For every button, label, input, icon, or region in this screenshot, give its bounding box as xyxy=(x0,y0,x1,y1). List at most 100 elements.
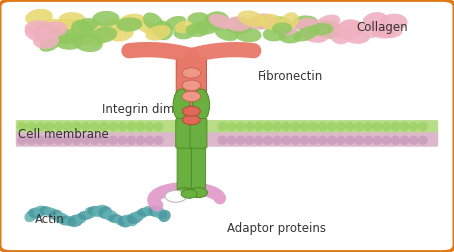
Ellipse shape xyxy=(40,21,67,38)
Ellipse shape xyxy=(108,214,122,223)
Ellipse shape xyxy=(33,33,59,49)
Ellipse shape xyxy=(89,28,110,47)
FancyBboxPatch shape xyxy=(176,58,207,106)
Ellipse shape xyxy=(54,136,64,145)
Ellipse shape xyxy=(377,24,402,38)
Ellipse shape xyxy=(236,136,246,145)
Ellipse shape xyxy=(336,136,346,145)
Ellipse shape xyxy=(145,122,154,131)
Ellipse shape xyxy=(292,15,319,30)
Ellipse shape xyxy=(225,16,252,32)
Ellipse shape xyxy=(263,26,287,41)
Ellipse shape xyxy=(400,122,410,131)
Ellipse shape xyxy=(354,136,364,145)
Circle shape xyxy=(183,106,200,116)
Ellipse shape xyxy=(35,136,45,145)
Ellipse shape xyxy=(186,23,209,37)
Ellipse shape xyxy=(57,29,78,45)
Ellipse shape xyxy=(245,136,255,145)
Ellipse shape xyxy=(133,210,147,219)
Ellipse shape xyxy=(116,17,143,32)
Circle shape xyxy=(165,191,187,202)
Ellipse shape xyxy=(173,25,196,39)
Ellipse shape xyxy=(25,20,52,36)
Ellipse shape xyxy=(314,20,342,39)
Ellipse shape xyxy=(109,25,134,42)
Ellipse shape xyxy=(84,207,96,218)
Ellipse shape xyxy=(336,20,365,39)
Ellipse shape xyxy=(291,122,300,131)
Ellipse shape xyxy=(164,16,186,31)
Ellipse shape xyxy=(236,122,246,131)
Ellipse shape xyxy=(101,19,123,35)
Ellipse shape xyxy=(364,22,384,38)
Ellipse shape xyxy=(44,122,54,131)
Ellipse shape xyxy=(78,211,93,220)
FancyBboxPatch shape xyxy=(177,145,191,189)
Ellipse shape xyxy=(108,122,118,131)
Ellipse shape xyxy=(309,23,333,36)
Ellipse shape xyxy=(152,207,167,219)
Ellipse shape xyxy=(318,136,327,145)
Ellipse shape xyxy=(74,214,86,223)
Ellipse shape xyxy=(187,12,210,26)
Ellipse shape xyxy=(301,24,330,43)
FancyBboxPatch shape xyxy=(176,119,192,148)
Ellipse shape xyxy=(281,122,291,131)
Ellipse shape xyxy=(381,136,391,145)
Ellipse shape xyxy=(72,33,103,52)
Ellipse shape xyxy=(63,122,73,131)
Ellipse shape xyxy=(87,206,104,216)
Text: Adaptor proteins: Adaptor proteins xyxy=(227,222,326,235)
Ellipse shape xyxy=(272,122,282,131)
Ellipse shape xyxy=(277,21,298,35)
Ellipse shape xyxy=(254,122,264,131)
Ellipse shape xyxy=(54,122,64,131)
Circle shape xyxy=(190,188,207,198)
Text: Collagen: Collagen xyxy=(356,21,408,34)
Ellipse shape xyxy=(143,206,157,216)
Ellipse shape xyxy=(238,10,266,27)
Ellipse shape xyxy=(25,9,53,26)
Circle shape xyxy=(182,80,201,90)
Ellipse shape xyxy=(294,26,319,42)
Ellipse shape xyxy=(363,122,373,131)
Ellipse shape xyxy=(145,136,154,145)
Ellipse shape xyxy=(127,136,136,145)
Ellipse shape xyxy=(25,210,38,222)
Ellipse shape xyxy=(215,27,238,41)
Ellipse shape xyxy=(158,210,171,222)
Ellipse shape xyxy=(309,136,318,145)
Ellipse shape xyxy=(137,208,153,217)
Ellipse shape xyxy=(134,18,161,35)
Ellipse shape xyxy=(234,27,262,42)
Ellipse shape xyxy=(279,29,302,43)
Ellipse shape xyxy=(56,18,84,38)
Ellipse shape xyxy=(148,205,161,217)
Ellipse shape xyxy=(209,14,233,29)
Ellipse shape xyxy=(272,22,292,35)
Ellipse shape xyxy=(25,26,48,42)
Ellipse shape xyxy=(363,12,388,29)
Ellipse shape xyxy=(227,136,237,145)
Ellipse shape xyxy=(418,136,428,145)
Ellipse shape xyxy=(49,210,62,220)
Circle shape xyxy=(175,188,193,198)
Ellipse shape xyxy=(127,122,136,131)
Ellipse shape xyxy=(99,136,109,145)
Ellipse shape xyxy=(33,206,49,216)
Ellipse shape xyxy=(248,13,275,30)
Ellipse shape xyxy=(59,215,72,225)
Ellipse shape xyxy=(64,217,77,226)
Ellipse shape xyxy=(380,14,408,31)
Ellipse shape xyxy=(117,122,127,131)
Ellipse shape xyxy=(281,12,299,30)
Ellipse shape xyxy=(92,26,117,43)
Ellipse shape xyxy=(123,214,138,226)
Ellipse shape xyxy=(81,136,91,145)
Ellipse shape xyxy=(259,14,283,30)
Ellipse shape xyxy=(44,207,58,217)
Ellipse shape xyxy=(59,12,86,27)
Ellipse shape xyxy=(145,25,171,41)
Ellipse shape xyxy=(90,122,100,131)
